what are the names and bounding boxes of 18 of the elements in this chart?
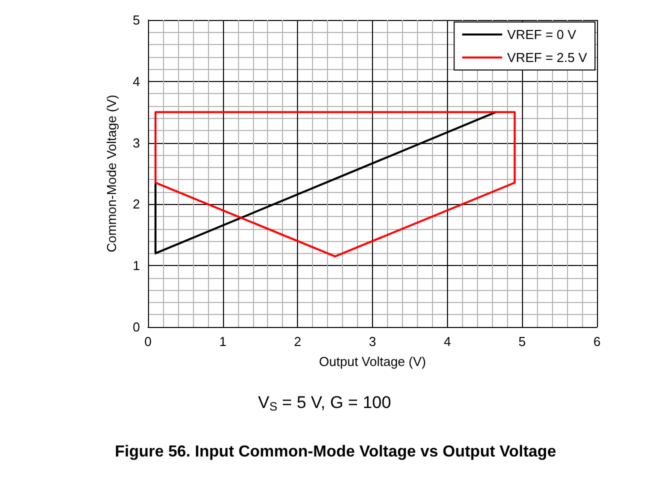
y-axis-title: Common-Mode Voltage (V) — [104, 94, 119, 252]
y-tick-label: 2 — [132, 196, 140, 212]
x-tick-label: 2 — [294, 334, 302, 349]
x-tick-label: 0 — [144, 334, 152, 349]
legend-label: VREF = 0 V — [507, 27, 576, 42]
legend-label: VREF = 2.5 V — [507, 50, 588, 65]
x-axis-title: Output Voltage (V) — [319, 354, 426, 369]
y-tick-label: 4 — [132, 74, 140, 89]
x-tick-label: 6 — [593, 334, 601, 349]
y-tick-label: 3 — [132, 135, 140, 150]
x-tick-label: 3 — [368, 334, 376, 349]
y-tick-label: 0 — [132, 320, 140, 334]
y-tick-label: 5 — [132, 12, 140, 28]
y-tick-label: 1 — [132, 258, 140, 274]
x-tick-label: 4 — [444, 334, 451, 349]
text: Figure 56. Input Common-Mode Voltage vs Output Voltage — [114, 444, 556, 460]
x-tick-label: 1 — [219, 334, 226, 349]
x-tick-label: 5 — [518, 334, 526, 349]
